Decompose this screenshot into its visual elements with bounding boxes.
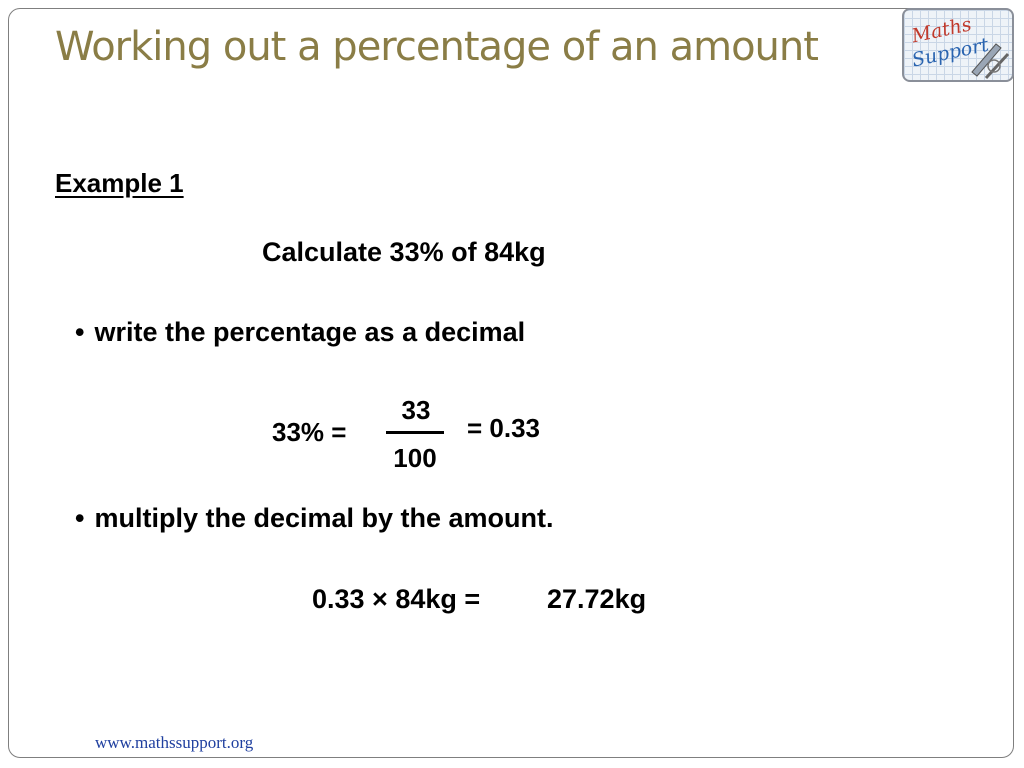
maths-support-logo-icon: Maths Support xyxy=(909,13,1010,80)
calculation: 0.33 × 84kg = xyxy=(312,584,481,614)
fraction-denominator: 100 xyxy=(393,443,437,473)
fraction-lhs: 33% = xyxy=(272,417,347,447)
bullet-icon: • xyxy=(75,317,85,347)
step-1: • write the percentage as a decimal xyxy=(75,317,525,348)
task-statement: Calculate 33% of 84kg xyxy=(262,237,546,267)
footer-link[interactable]: www.mathssupport.org xyxy=(95,733,254,752)
fraction-result: = 0.33 xyxy=(467,413,541,443)
step-1-text: write the percentage as a decimal xyxy=(94,317,526,347)
calculation-result: 27.72kg xyxy=(547,584,647,614)
slide-title: Working out a percentage of an amount xyxy=(55,24,819,70)
slide-frame xyxy=(8,8,1014,758)
maths-support-logo: Maths Support xyxy=(902,8,1014,82)
example-label: Example 1 xyxy=(55,168,184,198)
bullet-icon: • xyxy=(75,503,85,533)
step-2: • multiply the decimal by the amount. xyxy=(75,503,554,534)
fraction-bar xyxy=(386,431,444,434)
fraction-numerator: 33 xyxy=(401,395,431,425)
step-2-text: multiply the decimal by the amount. xyxy=(94,503,554,533)
